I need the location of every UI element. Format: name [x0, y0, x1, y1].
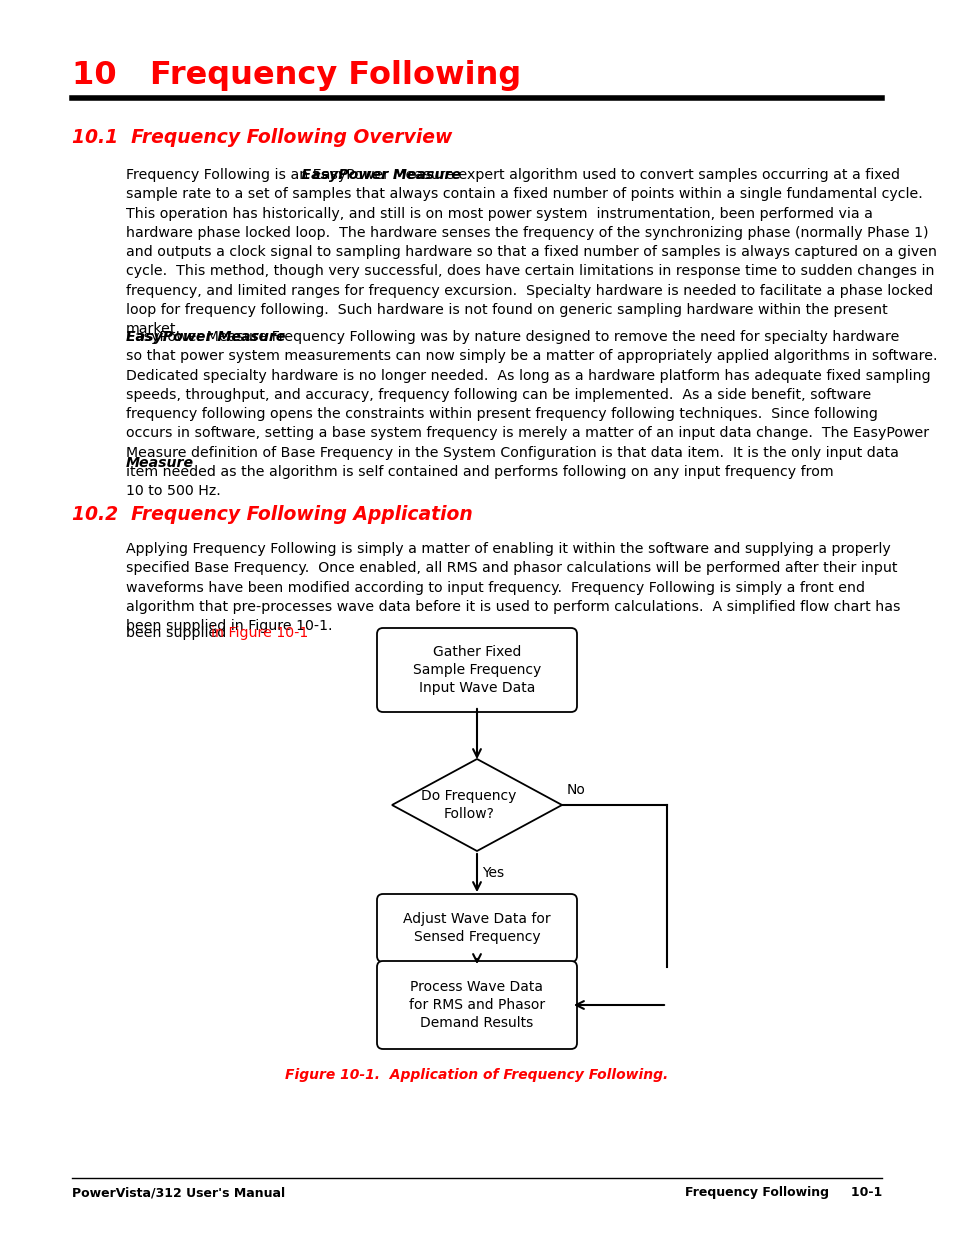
Text: 10.1  Frequency Following Overview: 10.1 Frequency Following Overview — [71, 128, 452, 147]
Text: Do Frequency
Follow?: Do Frequency Follow? — [421, 789, 517, 821]
Text: Yes: Yes — [481, 866, 503, 881]
Text: 10   Frequency Following: 10 Frequency Following — [71, 61, 520, 91]
Text: PowerVista/312 User's Manual: PowerVista/312 User's Manual — [71, 1186, 285, 1199]
FancyBboxPatch shape — [376, 894, 577, 962]
Text: No: No — [566, 783, 585, 797]
Text: Gather Fixed
Sample Frequency
Input Wave Data: Gather Fixed Sample Frequency Input Wave… — [413, 645, 540, 695]
Text: Process Wave Data
for RMS and Phasor
Demand Results: Process Wave Data for RMS and Phasor Dem… — [409, 981, 544, 1030]
Text: EasyPower Measure Frequency Following was by nature designed to remove the need : EasyPower Measure Frequency Following wa… — [126, 330, 937, 498]
Text: EasyPower Measure: EasyPower Measure — [126, 168, 460, 182]
FancyBboxPatch shape — [376, 629, 577, 713]
Text: Frequency Following is an EasyPower Measure expert algorithm used to convert sam: Frequency Following is an EasyPower Meas… — [126, 168, 936, 336]
Text: in Figure 10-1: in Figure 10-1 — [211, 626, 308, 640]
Text: Adjust Wave Data for
Sensed Frequency: Adjust Wave Data for Sensed Frequency — [403, 913, 550, 944]
Polygon shape — [392, 760, 561, 851]
Text: 10.2  Frequency Following Application: 10.2 Frequency Following Application — [71, 505, 473, 524]
Text: Measure: Measure — [126, 456, 193, 469]
Text: EasyPower Measure: EasyPower Measure — [126, 330, 285, 345]
Text: Figure 10-1.  Application of Frequency Following.: Figure 10-1. Application of Frequency Fo… — [285, 1068, 668, 1082]
Text: EasyPower: EasyPower — [126, 435, 953, 448]
Text: Frequency Following     10-1: Frequency Following 10-1 — [684, 1186, 882, 1199]
FancyBboxPatch shape — [376, 961, 577, 1049]
Text: been supplied: been supplied — [126, 626, 231, 640]
Text: Applying Frequency Following is simply a matter of enabling it within the softwa: Applying Frequency Following is simply a… — [126, 542, 900, 634]
